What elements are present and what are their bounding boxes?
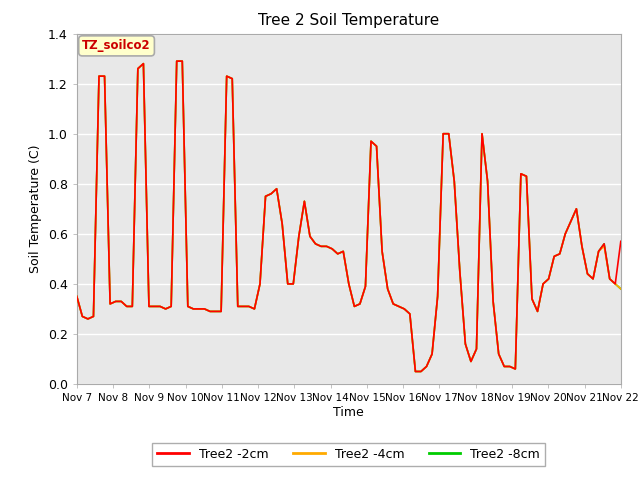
Legend: Tree2 -2cm, Tree2 -4cm, Tree2 -8cm: Tree2 -2cm, Tree2 -4cm, Tree2 -8cm (152, 443, 545, 466)
Text: TZ_soilco2: TZ_soilco2 (82, 39, 151, 52)
Title: Tree 2 Soil Temperature: Tree 2 Soil Temperature (258, 13, 440, 28)
X-axis label: Time: Time (333, 406, 364, 419)
Y-axis label: Soil Temperature (C): Soil Temperature (C) (29, 144, 42, 273)
